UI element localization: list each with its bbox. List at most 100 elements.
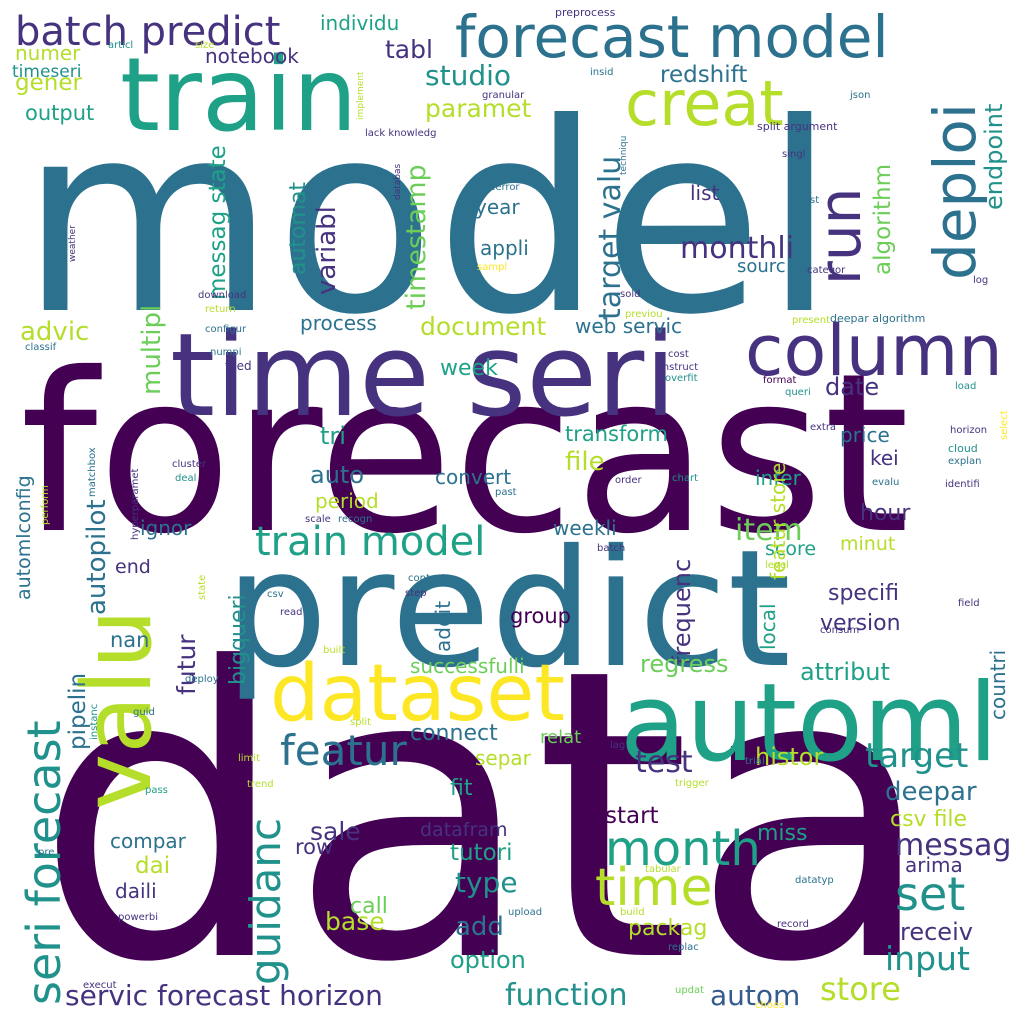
word-limit: limit <box>238 753 260 764</box>
word-add: add <box>455 912 504 942</box>
word-separ: separ <box>475 746 532 770</box>
word-insid: insid <box>590 67 613 78</box>
word-arima: arima <box>905 853 963 877</box>
word-valu: valu <box>63 609 173 810</box>
word-consum: consum <box>820 625 859 636</box>
word-gener: gener <box>15 70 82 96</box>
word-deepar-algorithm: deepar algorithm <box>830 312 925 325</box>
word-individu: individu <box>320 11 399 35</box>
word-frequenc: frequenc <box>668 559 696 665</box>
word-instruct: instruct <box>660 362 698 373</box>
word-deploy: deploy <box>185 674 219 685</box>
word-automlconfig: automlconfig <box>13 475 35 600</box>
word-queri: queri <box>785 387 811 398</box>
word-numer: numer <box>15 41 81 65</box>
word-seri-forecast: seri forecast <box>17 720 71 1005</box>
word-upload: upload <box>508 907 542 918</box>
word-relat: relat <box>540 727 581 748</box>
word-extra: extra <box>810 422 836 433</box>
word-perform: perform <box>40 485 51 525</box>
word-categor: categor <box>807 265 846 276</box>
word-autopilot: autopilot <box>82 499 112 615</box>
word-week: week <box>440 356 498 381</box>
word-infer: infer <box>755 466 802 490</box>
word-built: built <box>323 645 345 656</box>
word-deal: deal <box>175 473 196 484</box>
word-datatyp: datatyp <box>795 875 834 886</box>
word-auto: auto <box>310 461 364 489</box>
word-row: row <box>295 835 333 859</box>
word-powerbi: powerbi <box>118 912 158 923</box>
word-execut: execut <box>83 980 117 991</box>
word-choos: choos <box>755 1000 784 1011</box>
word-compar: compar <box>110 829 187 853</box>
word-end: end <box>115 556 151 578</box>
word-tabular: tabular <box>645 864 682 875</box>
word-build: build <box>620 907 645 918</box>
word-variabl: variabl <box>312 206 342 295</box>
word-deploi: deploi <box>921 103 989 280</box>
word-download: download <box>198 290 246 301</box>
word-autom: autom <box>710 979 800 1012</box>
word-convert: convert <box>435 465 511 489</box>
word-horizon: horizon <box>950 425 987 436</box>
word-regress: regress <box>640 650 728 678</box>
word-receiv: receiv <box>900 918 973 946</box>
word-cluster: cluster <box>172 459 207 470</box>
word-tri: tri <box>320 422 346 450</box>
word-lag: lag <box>610 740 625 751</box>
word-messag: messag <box>895 828 1011 863</box>
word-pre: pre <box>38 847 54 858</box>
word-matchbox: matchbox <box>87 447 98 497</box>
word-previou: previou <box>625 309 663 320</box>
word-forecast-model: forecast model <box>455 3 889 71</box>
word-model: model <box>20 67 836 372</box>
word-train-model: train model <box>255 519 485 565</box>
word-specifi: specifi <box>828 581 899 606</box>
word-datafram: datafram <box>420 819 507 841</box>
word-paramet: paramet <box>425 94 532 123</box>
word-featur: featur <box>280 726 407 775</box>
word-addit: addit <box>431 601 455 652</box>
word-tabl: tabl <box>385 35 433 64</box>
word-return: return <box>205 304 236 315</box>
word-servic-forecast-horizon: servic forecast horizon <box>65 979 383 1012</box>
word-deepar: deepar <box>885 777 977 807</box>
word-identifi: identifi <box>945 479 980 490</box>
word-nan: nan <box>110 628 150 652</box>
word-data: data <box>35 585 936 1019</box>
word-minut: minut <box>840 533 895 555</box>
word-item: item <box>735 513 803 548</box>
word-connect: connect <box>410 721 498 746</box>
word-advic: advic <box>20 317 89 347</box>
word-state: state <box>197 575 208 600</box>
word-target: target <box>865 736 968 776</box>
word-group: group <box>510 604 571 628</box>
word-fit: fit <box>450 776 473 801</box>
word-evalu: evalu <box>872 477 899 488</box>
word-kei: kei <box>870 446 899 470</box>
word-creat: creat <box>625 67 784 140</box>
word-implement: implement <box>356 71 366 120</box>
word-process: process <box>300 311 377 335</box>
word-sourc: sourc <box>737 256 786 277</box>
word-feed: feed <box>225 359 252 373</box>
word-time: time <box>595 858 712 918</box>
word-json: json <box>849 90 870 101</box>
word-weather: weather <box>68 225 78 262</box>
word-test: test <box>635 745 693 780</box>
word-train: train <box>120 36 357 155</box>
word-version: version <box>820 611 901 636</box>
word-classif: classif <box>25 342 57 353</box>
word-present: present <box>792 315 830 326</box>
word-split-argument: split argument <box>757 120 838 133</box>
word-read: read <box>280 607 303 618</box>
word-dai: dai <box>135 853 170 879</box>
word-start: start <box>605 803 659 829</box>
word-hyperparamet: hyperparamet <box>130 469 141 540</box>
word-rest: rest <box>800 195 819 206</box>
word-endpoint: endpoint <box>980 104 1008 210</box>
word-file: file <box>565 447 605 477</box>
word-run: run <box>806 188 874 285</box>
